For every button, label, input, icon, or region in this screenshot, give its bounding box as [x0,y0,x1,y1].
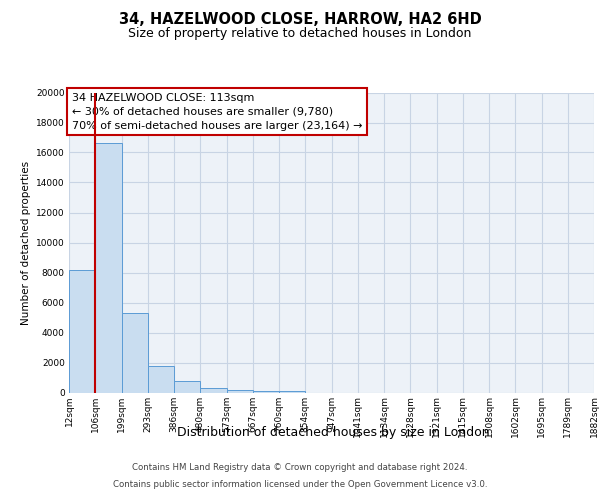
Y-axis label: Number of detached properties: Number of detached properties [20,160,31,324]
Text: 34, HAZELWOOD CLOSE, HARROW, HA2 6HD: 34, HAZELWOOD CLOSE, HARROW, HA2 6HD [119,12,481,28]
Bar [227,390,253,392]
Text: Distribution of detached houses by size in London: Distribution of detached houses by size … [176,426,490,439]
Bar [253,391,279,392]
Text: Contains public sector information licensed under the Open Government Licence v3: Contains public sector information licen… [113,480,487,489]
Bar [95,144,121,392]
Bar [69,270,95,392]
Bar [148,366,174,392]
Text: Size of property relative to detached houses in London: Size of property relative to detached ho… [128,28,472,40]
Text: Contains HM Land Registry data © Crown copyright and database right 2024.: Contains HM Land Registry data © Crown c… [132,464,468,472]
Bar [174,381,200,392]
Text: 34 HAZELWOOD CLOSE: 113sqm
← 30% of detached houses are smaller (9,780)
70% of s: 34 HAZELWOOD CLOSE: 113sqm ← 30% of deta… [71,93,362,131]
Bar [121,313,148,392]
Bar [200,388,227,392]
